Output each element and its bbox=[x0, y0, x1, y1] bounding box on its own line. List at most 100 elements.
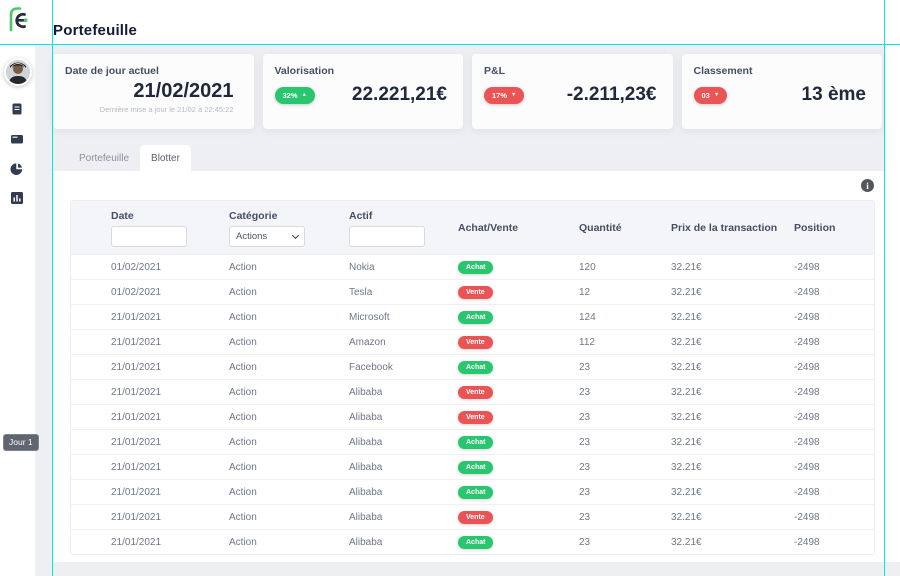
cell-prix: 32.21€ bbox=[671, 461, 702, 473]
cell-actif: Alibaba bbox=[349, 486, 383, 498]
column-actif: Actif bbox=[349, 201, 458, 254]
cell-actif: Alibaba bbox=[349, 436, 383, 448]
card-label: Classement bbox=[693, 65, 753, 77]
table-row: 01/02/2021 Action Nokia Achat 120 32.21€ -2498 bbox=[71, 254, 874, 279]
cell-quantite: 23 bbox=[579, 411, 591, 423]
achat-badge: Achat bbox=[458, 260, 494, 274]
cell-prix: 32.21€ bbox=[671, 411, 702, 423]
cell-date: 21/01/2021 bbox=[111, 386, 162, 398]
tab-blotter[interactable]: Blotter bbox=[140, 145, 191, 171]
cell-categorie: Action bbox=[229, 261, 257, 273]
vente-badge: Vente bbox=[458, 385, 493, 399]
cell-date: 21/01/2021 bbox=[111, 336, 162, 348]
cell-quantite: 12 bbox=[579, 286, 591, 298]
table-row: 21/01/2021 Action Amazon Vente 112 32.21€ -249… bbox=[71, 329, 874, 354]
table-header: Date Catégorie Actions Actif Achat/Vente… bbox=[71, 201, 874, 254]
table-row: 21/01/2021 Action Alibaba Achat 23 32.21€ -249… bbox=[71, 479, 874, 504]
badge-value: 32% bbox=[282, 91, 298, 100]
table-row: 21/01/2021 Action Alibaba Achat 23 32.21€ -249… bbox=[71, 529, 874, 554]
cell-date: 21/01/2021 bbox=[111, 536, 162, 548]
cell-position: -2498 bbox=[794, 411, 820, 423]
top-bar bbox=[0, 0, 900, 44]
cell-position: -2498 bbox=[794, 261, 820, 273]
bar-chart-icon[interactable] bbox=[10, 191, 24, 205]
cell-date: 21/01/2021 bbox=[111, 461, 162, 473]
selected-option: Actions bbox=[236, 231, 268, 242]
card-classement: Classement 03 ▼ 13 ème bbox=[681, 54, 882, 129]
vente-badge: Vente bbox=[458, 510, 493, 524]
guide-line-horizontal bbox=[0, 44, 900, 45]
cell-achat-vente: Achat bbox=[458, 485, 579, 499]
cell-prix: 32.21€ bbox=[671, 486, 702, 498]
cell-quantite: 23 bbox=[579, 461, 591, 473]
table-row: 01/02/2021 Action Tesla Vente 12 32.21€ -2498 bbox=[71, 279, 874, 304]
cell-actif: Alibaba bbox=[349, 386, 383, 398]
cell-categorie: Action bbox=[229, 536, 257, 548]
cell-position: -2498 bbox=[794, 536, 820, 548]
cell-achat-vente: Vente bbox=[458, 510, 579, 524]
cell-position: -2498 bbox=[794, 336, 820, 348]
trend-badge-down: 17% ▼ bbox=[484, 87, 525, 104]
column-date: Date bbox=[71, 201, 229, 254]
cell-date: 01/02/2021 bbox=[111, 286, 162, 298]
cell-prix: 32.21€ bbox=[671, 336, 702, 348]
info-icon[interactable]: i bbox=[861, 179, 874, 192]
wallet-icon[interactable] bbox=[10, 132, 24, 146]
column-achat-vente: Achat/Vente bbox=[458, 221, 519, 234]
cell-prix: 32.21€ bbox=[671, 286, 702, 298]
column-label: Catégorie bbox=[229, 210, 278, 222]
cell-date: 21/01/2021 bbox=[111, 511, 162, 523]
card-value: -2.211,23€ bbox=[566, 84, 657, 105]
column-position: Position bbox=[794, 221, 836, 234]
cell-achat-vente: Achat bbox=[458, 310, 579, 324]
cell-achat-vente: Achat bbox=[458, 360, 579, 374]
user-avatar[interactable] bbox=[4, 58, 32, 86]
cell-date: 21/01/2021 bbox=[111, 361, 162, 373]
card-value: 21/02/2021 bbox=[133, 80, 234, 102]
chevron-down-icon bbox=[291, 231, 300, 239]
cell-position: -2498 bbox=[794, 286, 820, 298]
cell-achat-vente: Achat bbox=[458, 460, 579, 474]
cell-actif: Amazon bbox=[349, 336, 386, 348]
cell-quantite: 23 bbox=[579, 386, 591, 398]
cell-date: 21/01/2021 bbox=[111, 486, 162, 498]
card-value: 13 ème bbox=[801, 84, 866, 105]
cell-categorie: Action bbox=[229, 486, 257, 498]
table-row: 21/01/2021 Action Alibaba Achat 23 32.21€ -249… bbox=[71, 454, 874, 479]
cell-position: -2498 bbox=[794, 436, 820, 448]
cell-categorie: Action bbox=[229, 411, 257, 423]
vente-badge: Vente bbox=[458, 410, 493, 424]
achat-badge: Achat bbox=[458, 460, 494, 474]
card-date: Date de jour actuel 21/02/2021 Dernière … bbox=[53, 54, 254, 129]
card-label: Date de jour actuel bbox=[65, 65, 159, 77]
cell-prix: 32.21€ bbox=[671, 261, 702, 273]
stat-cards: Date de jour actuel 21/02/2021 Dernière … bbox=[53, 54, 882, 129]
column-quantite: Quantité bbox=[579, 221, 622, 234]
cell-position: -2498 bbox=[794, 361, 820, 373]
app-logo[interactable] bbox=[7, 5, 29, 33]
cell-achat-vente: Vente bbox=[458, 335, 579, 349]
achat-badge: Achat bbox=[458, 310, 494, 324]
card-label: Valorisation bbox=[274, 65, 335, 77]
cell-actif: Alibaba bbox=[349, 511, 383, 523]
cell-categorie: Action bbox=[229, 311, 257, 323]
cell-actif: Tesla bbox=[349, 286, 373, 298]
cell-achat-vente: Vente bbox=[458, 285, 579, 299]
actif-filter-input[interactable] bbox=[349, 226, 425, 247]
table-row: 21/01/2021 Action Alibaba Vente 23 32.21€ -249… bbox=[71, 404, 874, 429]
cell-categorie: Action bbox=[229, 336, 257, 348]
cell-actif: Alibaba bbox=[349, 411, 383, 423]
tab-portefeuille[interactable]: Portefeuille bbox=[79, 152, 130, 164]
cell-categorie: Action bbox=[229, 286, 257, 298]
arrow-up-icon: ▲ bbox=[301, 91, 307, 98]
categorie-select[interactable]: Actions bbox=[229, 226, 305, 247]
table-body: 01/02/2021 Action Nokia Achat 120 32.21€ -2498… bbox=[71, 254, 874, 554]
achat-badge: Achat bbox=[458, 485, 494, 499]
journal-icon[interactable] bbox=[10, 102, 24, 116]
date-filter-input[interactable] bbox=[111, 226, 187, 247]
cell-prix: 32.21€ bbox=[671, 361, 702, 373]
cell-achat-vente: Vente bbox=[458, 410, 579, 424]
cell-actif: Nokia bbox=[349, 261, 375, 273]
pie-chart-icon[interactable] bbox=[10, 162, 24, 176]
